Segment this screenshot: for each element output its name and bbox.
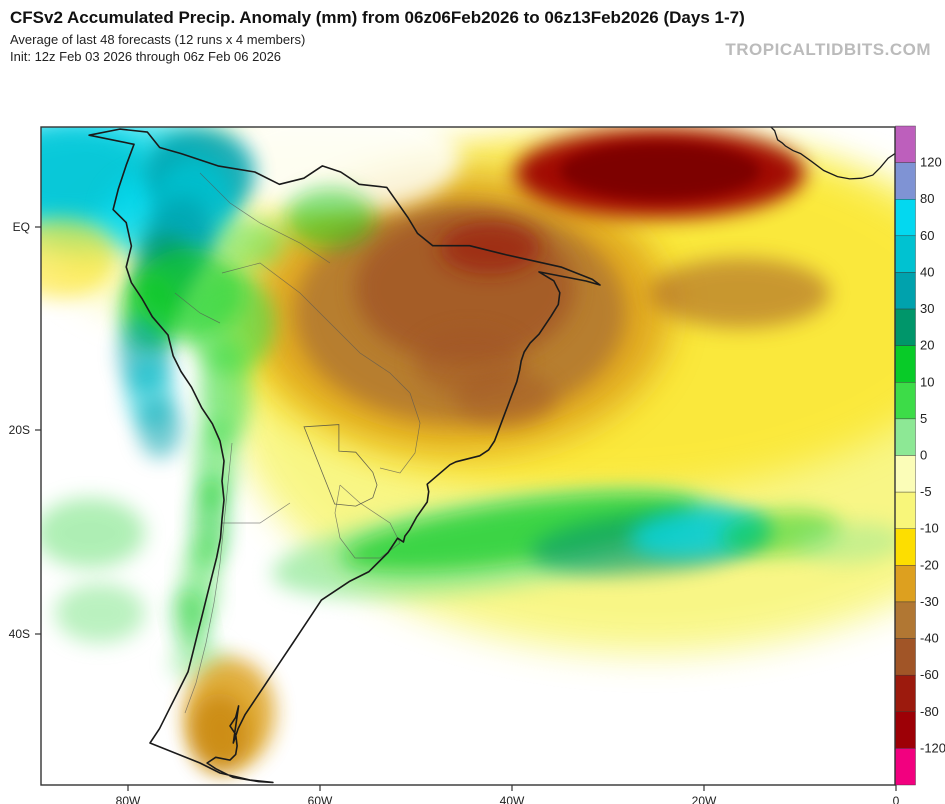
svg-text:20S: 20S [9,423,30,437]
svg-text:-80: -80 [920,704,939,719]
svg-text:80: 80 [920,191,934,206]
svg-text:60W: 60W [308,794,333,804]
svg-text:-30: -30 [920,594,939,609]
svg-text:0: 0 [920,448,927,463]
svg-text:EQ: EQ [13,220,30,234]
svg-text:-20: -20 [920,557,939,572]
svg-text:40S: 40S [9,627,30,641]
svg-text:0: 0 [893,794,900,804]
svg-text:20W: 20W [692,794,717,804]
svg-text:60: 60 [920,228,934,243]
svg-text:-60: -60 [920,667,939,682]
svg-text:-10: -10 [920,521,939,536]
svg-text:80W: 80W [116,794,141,804]
svg-text:20: 20 [920,338,934,353]
svg-text:10: 10 [920,374,934,389]
svg-text:-120: -120 [920,740,945,755]
svg-text:-5: -5 [920,484,932,499]
svg-text:5: 5 [920,411,927,426]
svg-text:30: 30 [920,301,934,316]
svg-text:120: 120 [920,155,942,170]
svg-text:40: 40 [920,264,934,279]
svg-text:40W: 40W [500,794,525,804]
svg-text:-40: -40 [920,631,939,646]
